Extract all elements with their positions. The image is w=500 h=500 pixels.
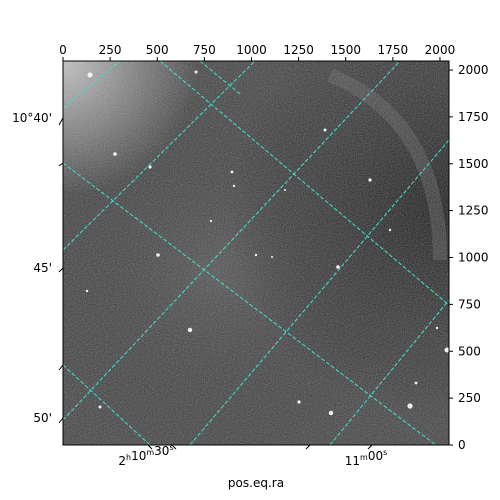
plot-frame	[62, 60, 450, 446]
ra-tick-mark	[171, 444, 177, 450]
grid-line	[189, 139, 449, 445]
y-tick-label: 1500	[458, 157, 489, 171]
x-tick-label: 1000	[236, 43, 267, 57]
dec-axis-left: 10°40' 45' 50'	[12, 111, 64, 425]
star	[85, 289, 89, 293]
star	[414, 381, 418, 385]
pixel-x-axis-top: 0 250 500 750 1000 1250 1500 1750 2000	[59, 43, 455, 61]
star	[444, 347, 449, 353]
star	[187, 327, 193, 333]
x-tick-label: 750	[193, 43, 216, 57]
star	[230, 170, 234, 174]
grid-line	[63, 364, 151, 445]
x-tick-label: 1250	[283, 43, 314, 57]
ra-axis-bottom: 2h10m30s 11m00s	[118, 443, 387, 468]
x-tick-label: 250	[99, 43, 122, 57]
y-tick-label: 1750	[458, 110, 489, 124]
ra-tick-mark	[367, 444, 373, 450]
star	[254, 253, 258, 257]
star	[113, 152, 117, 156]
star	[271, 256, 273, 258]
star	[148, 165, 152, 169]
star	[87, 72, 93, 78]
y-tick-label: 2000	[458, 63, 489, 77]
dec-tick-label: 50'	[33, 411, 52, 425]
star	[388, 228, 392, 232]
ra-tick-mark	[147, 444, 153, 450]
pixel-y-axis-right: 0 250 500 750 1000 1250 1500 1750 2000	[449, 63, 489, 452]
grid-line	[63, 61, 401, 421]
y-tick-label: 750	[458, 297, 481, 311]
ra-tick-mark	[305, 444, 311, 450]
sky-image	[63, 61, 449, 445]
dec-tick-mark	[58, 417, 64, 424]
coordinate-grid	[63, 61, 449, 445]
star	[336, 265, 340, 269]
grid-line	[329, 299, 449, 445]
star	[284, 189, 286, 191]
y-tick-label: 1000	[458, 251, 489, 265]
dec-tick-mark	[58, 162, 64, 167]
star	[209, 219, 213, 223]
dec-tick-label: 10°40'	[12, 111, 52, 125]
x-axis-label: pos.eq.ra	[228, 476, 284, 490]
star-field	[85, 70, 449, 416]
grid-line	[199, 61, 241, 95]
ra-tick-label: 11m00s	[345, 448, 388, 468]
star	[407, 403, 413, 409]
star	[297, 400, 301, 404]
y-tick-label: 250	[458, 391, 481, 405]
star	[368, 178, 372, 182]
dec-tick-mark	[58, 364, 64, 371]
grid-line	[63, 61, 121, 109]
dec-tick-mark	[58, 117, 64, 126]
grid-line	[63, 61, 256, 251]
star	[156, 253, 160, 257]
star	[435, 326, 439, 330]
y-tick-label: 500	[458, 344, 481, 358]
star	[323, 128, 327, 132]
grid-line	[159, 61, 449, 306]
x-tick-label: 0	[59, 43, 67, 57]
star	[194, 70, 198, 74]
x-tick-label: 500	[146, 43, 169, 57]
star	[232, 184, 236, 188]
y-tick-label: 1250	[458, 204, 489, 218]
x-tick-label: 1750	[378, 43, 409, 57]
y-tick-label: 0	[458, 438, 466, 452]
ra-tick-label: 2h10m30s	[118, 443, 173, 468]
dec-tick-mark	[58, 267, 64, 273]
grid-line	[63, 162, 437, 445]
x-tick-label: 1500	[330, 43, 361, 57]
star	[98, 405, 102, 409]
dec-tick-label: 45'	[33, 261, 52, 275]
x-tick-label: 2000	[425, 43, 456, 57]
star	[328, 410, 334, 416]
